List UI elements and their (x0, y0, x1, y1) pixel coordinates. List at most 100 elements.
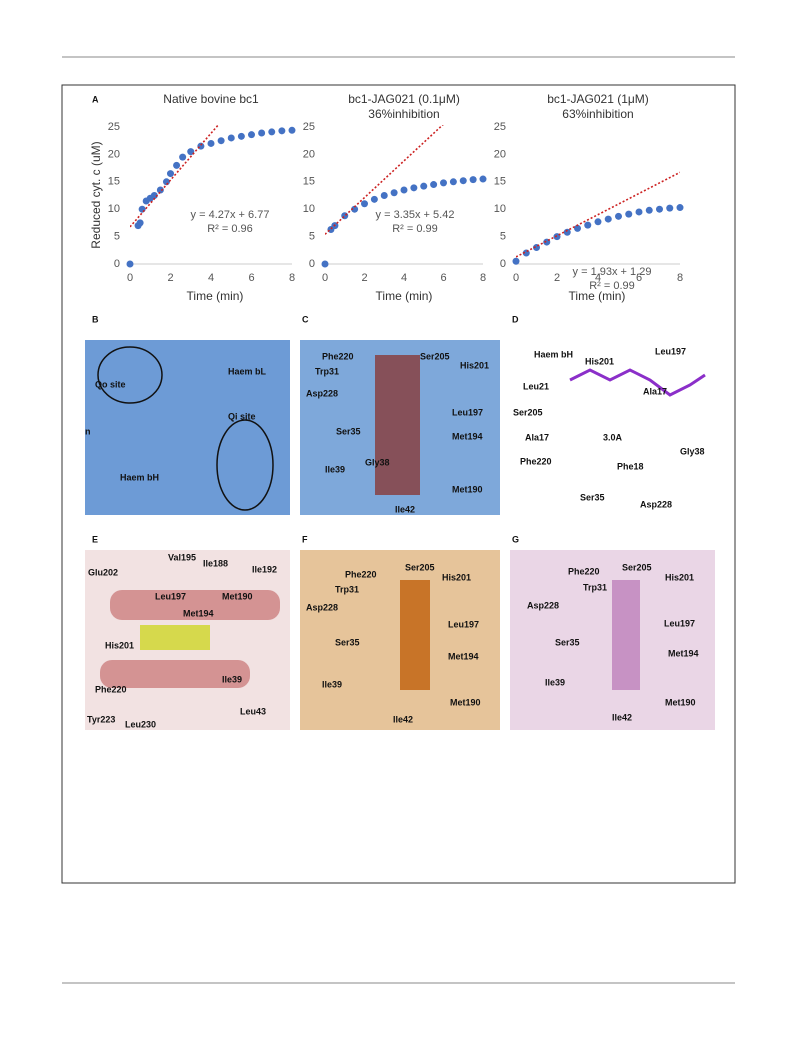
residue-label: His201 (585, 356, 614, 366)
ligand (400, 580, 430, 690)
residue-label: Ile188 (203, 558, 228, 568)
y-tick-label: 20 (494, 148, 506, 160)
data-point (635, 208, 643, 216)
y-tick-label: 10 (108, 203, 120, 215)
site-outline (216, 419, 274, 511)
data-point (370, 195, 378, 203)
panel-label: C (302, 314, 309, 324)
data-point (248, 131, 255, 139)
structure-image (85, 340, 290, 515)
residue-label: Ala17 (643, 386, 667, 396)
site-outline (97, 346, 163, 404)
residue-label: Ile42 (612, 712, 632, 722)
x-tick-label: 8 (677, 272, 683, 284)
data-point (410, 184, 418, 192)
residue-label: 3.0A (603, 432, 623, 442)
y-tick-label: 15 (303, 176, 315, 188)
data-point (126, 260, 134, 268)
x-tick-label: 4 (595, 272, 601, 284)
x-tick-label: 6 (248, 272, 254, 284)
trend-equation: y = 1.93x + 1.29 (573, 266, 652, 278)
y-tick-label: 0 (500, 258, 506, 270)
residue-label: Leu197 (155, 591, 186, 601)
trend-equation: y = 4.27x + 6.77 (191, 209, 270, 221)
y-tick-label: 20 (303, 148, 315, 160)
data-point (615, 212, 622, 220)
x-axis-label: Time (min) (376, 289, 433, 303)
panel-label: E (92, 534, 98, 544)
panel-label: D (512, 314, 519, 324)
residue-label: Leu43 (240, 706, 266, 716)
ligand (612, 580, 640, 690)
trendline (516, 171, 680, 258)
x-tick-label: 4 (208, 272, 214, 284)
residue-label: Leu21 (523, 381, 549, 391)
residue-label: Trp31 (335, 584, 359, 594)
data-point (469, 176, 477, 184)
residue-label: n (85, 426, 91, 436)
residue-label: Met194 (668, 648, 699, 658)
residue-label: Leu197 (452, 407, 483, 417)
data-point (268, 128, 276, 136)
x-tick-label: 0 (127, 272, 133, 284)
residue-label: Ser205 (622, 562, 652, 572)
residue-label: Ala17 (525, 432, 549, 442)
y-tick-label: 5 (500, 231, 506, 243)
data-point (167, 170, 174, 178)
data-point (400, 186, 408, 194)
residue-label: Ile39 (545, 677, 565, 687)
x-axis-label: Time (min) (569, 289, 626, 303)
helix (100, 660, 250, 688)
data-point (625, 210, 633, 218)
residue-label: His201 (442, 572, 471, 582)
residue-label: Met194 (183, 608, 214, 618)
y-tick-label: 0 (114, 258, 120, 270)
residue-label: Ser35 (336, 426, 361, 436)
residue-label: Leu197 (664, 618, 695, 628)
data-point (584, 221, 592, 229)
residue-label: Ser205 (405, 562, 435, 572)
data-point (645, 206, 653, 214)
data-point (563, 228, 571, 236)
y-tick-label: 25 (303, 121, 315, 133)
x-tick-label: 2 (554, 272, 560, 284)
y-tick-label: 20 (108, 148, 120, 160)
residue-label: Phe220 (322, 351, 354, 361)
residue-label: Qi site (228, 411, 256, 421)
x-tick-label: 6 (636, 272, 642, 284)
residue-label: Leu197 (655, 346, 686, 356)
residue-label: Ile39 (322, 679, 342, 689)
data-point (207, 139, 215, 147)
residue-label: Haem bH (120, 472, 159, 482)
x-tick-label: 8 (289, 272, 295, 284)
residue-label: Met190 (452, 484, 483, 494)
x-tick-label: 2 (167, 272, 173, 284)
residue-label: Phe220 (345, 569, 377, 579)
chart-subtitle: 36%inhibition (368, 107, 439, 121)
data-point (179, 153, 187, 161)
interaction-diagram (510, 340, 730, 515)
ligand (375, 355, 420, 495)
data-point (512, 257, 520, 265)
y-tick-label: 10 (494, 203, 506, 215)
residue-label: Ile39 (222, 674, 242, 684)
data-point (138, 205, 146, 213)
residue-label: Trp31 (315, 366, 339, 376)
data-point (351, 205, 359, 213)
residue-label: Leu230 (125, 719, 156, 729)
x-tick-label: 2 (361, 272, 367, 284)
data-point (341, 212, 349, 220)
x-tick-label: 0 (322, 272, 328, 284)
y-tick-label: 25 (108, 121, 120, 133)
chart-title: Native bovine bc1 (163, 92, 259, 106)
figure-frame (61, 84, 736, 884)
data-point (156, 186, 164, 194)
residue-label: Gly38 (365, 457, 390, 467)
data-point (594, 218, 602, 226)
residue-label: Asp228 (640, 499, 672, 509)
data-point (227, 134, 235, 142)
y-tick-label: 15 (108, 176, 120, 188)
panel-label: A (92, 94, 99, 104)
residue-label: Val195 (168, 552, 196, 562)
data-point (676, 204, 684, 212)
